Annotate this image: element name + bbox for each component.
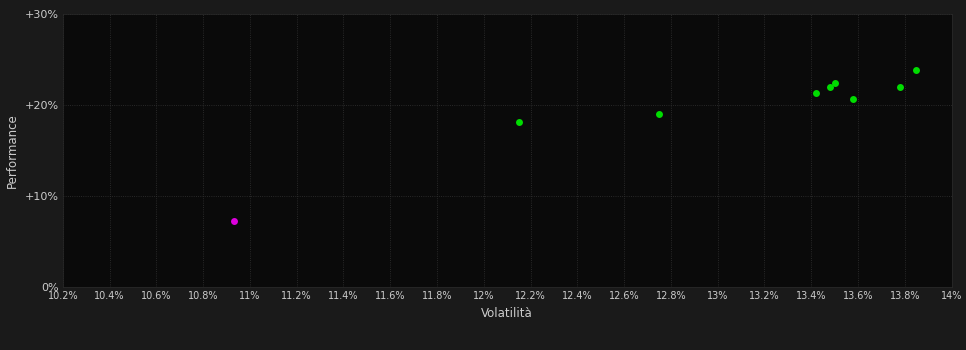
Point (893, 84, 908, 90)
Point (909, 68, 924, 73)
X-axis label: Volatilità: Volatilità (481, 307, 533, 320)
Y-axis label: Performance: Performance (6, 113, 19, 188)
Point (827, 80, 842, 86)
Point (651, 111, 667, 117)
Point (809, 90, 824, 96)
Point (511, 119, 526, 125)
Point (845, 96, 861, 101)
Point (226, 218, 242, 223)
Point (822, 84, 838, 90)
